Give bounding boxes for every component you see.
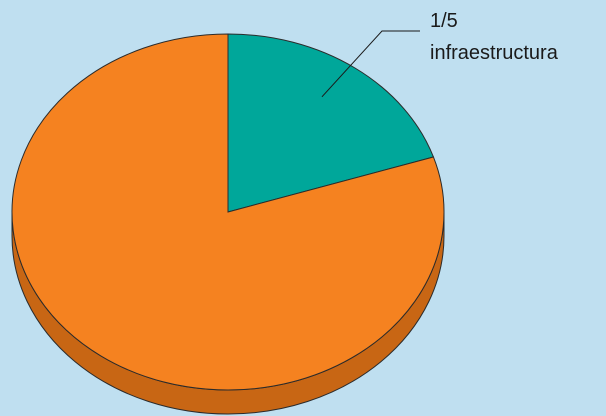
callout-fraction-label: 1/5 <box>430 10 458 32</box>
pie-slice-infraestructura <box>227 33 435 213</box>
callout-leader-line <box>321 30 420 98</box>
callout-category-label: infraestructura <box>430 42 559 64</box>
pie-slice-1 <box>11 33 445 391</box>
callout: 1/5 infraestructura <box>321 10 559 98</box>
pie-top-layer <box>11 33 445 391</box>
